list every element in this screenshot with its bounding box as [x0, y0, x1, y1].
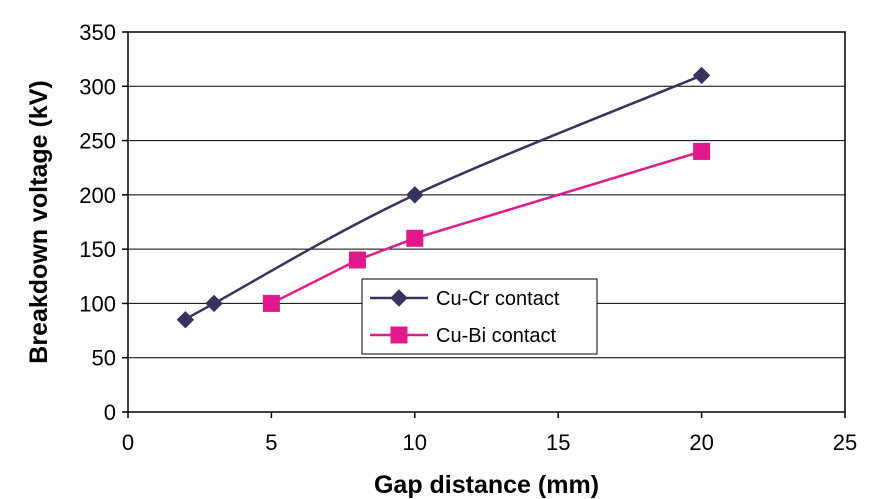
- legend-marker-cu-bi: [390, 326, 408, 344]
- legend-label-cu-bi: Cu-Bi contact: [436, 325, 556, 347]
- legend-label-cu-cr: Cu-Cr contact: [436, 288, 560, 310]
- data-series: [176, 66, 711, 329]
- x-tick-label: 5: [265, 430, 277, 455]
- y-tick-label: 350: [79, 20, 116, 45]
- x-tick-label: 25: [833, 430, 857, 455]
- plot-area-border: [127, 31, 846, 413]
- y-tick-label: 200: [79, 183, 116, 208]
- y-tick-label: 250: [79, 129, 116, 154]
- y-tick-label: 150: [79, 237, 116, 262]
- legend-marker-cu-cr: [390, 289, 408, 307]
- axis-ticks: 0 50 100 150 200 250 300 350 0 5 10 15 20 25: [79, 20, 857, 455]
- data-point-cu-cr: [692, 66, 711, 85]
- series-cu-bi: [262, 142, 711, 312]
- data-point-cu-bi: [693, 142, 711, 160]
- data-point-cu-cr: [176, 311, 195, 329]
- x-tick-label: 10: [403, 430, 427, 455]
- data-point-cu-bi: [406, 229, 424, 247]
- y-tick-label: 50: [92, 346, 116, 371]
- y-tick-label: 100: [79, 291, 116, 316]
- x-tick-label: 15: [546, 430, 570, 455]
- legend: Cu-Cr contact Cu-Bi contact: [361, 278, 598, 355]
- y-tick-label: 300: [79, 74, 116, 99]
- series-line-cu-cr: [184, 74, 703, 321]
- series-line-cu-bi: [270, 150, 702, 305]
- x-tick-label: 0: [122, 430, 134, 455]
- x-tick-label: 20: [689, 430, 713, 455]
- data-point-cu-bi: [348, 251, 366, 269]
- data-point-cu-cr: [205, 294, 223, 313]
- x-axis-title: Gap distance (mm): [374, 471, 599, 499]
- y-tick-label: 0: [104, 400, 116, 425]
- y-axis-title: Breakdown voltage (kV): [25, 80, 53, 363]
- data-point-cu-bi: [262, 294, 280, 312]
- series-cu-cr: [176, 66, 711, 329]
- data-point-cu-cr: [406, 186, 424, 204]
